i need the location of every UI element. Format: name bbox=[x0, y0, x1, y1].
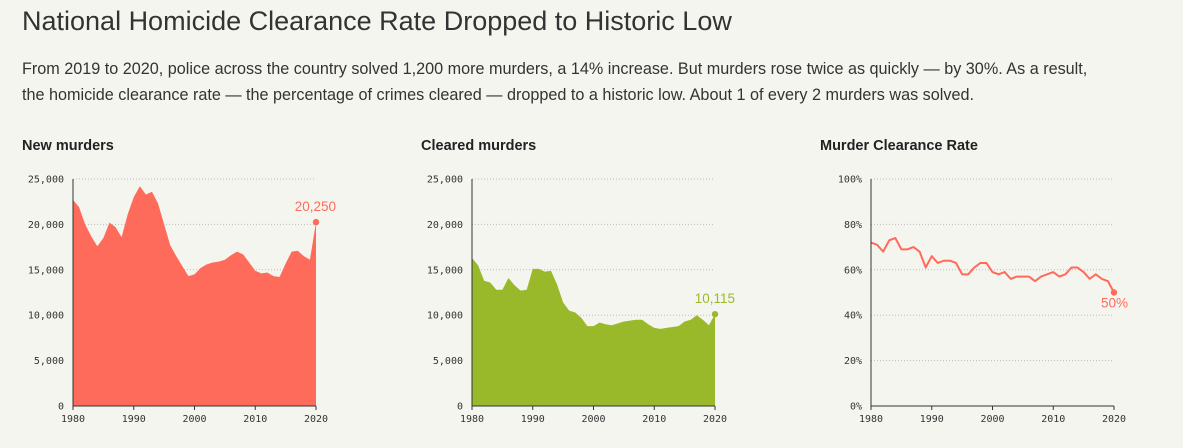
clearance-rate-x-tick-label: 2020 bbox=[1102, 414, 1126, 425]
clearance-rate-end-point bbox=[1110, 289, 1118, 296]
new-murders-y-tick-label: 20,000 bbox=[28, 220, 64, 231]
subtitle-line-2: the homicide clearance rate — the percen… bbox=[22, 86, 974, 104]
new-murders-y-tick-label: 15,000 bbox=[28, 265, 64, 276]
new-murders-x-tick-label: 1990 bbox=[122, 414, 146, 425]
new-murders-y-tick-label: 25,000 bbox=[28, 175, 64, 186]
cleared-murders-y-tick-label: 10,000 bbox=[427, 311, 463, 322]
cleared-murders-x-tick-label: 1980 bbox=[460, 414, 484, 425]
subtitle-line-1: From 2019 to 2020, police across the cou… bbox=[22, 60, 1088, 78]
cleared-murders-x-tick-label: 2020 bbox=[703, 414, 727, 425]
new-murders-area bbox=[73, 186, 316, 406]
cleared-murders-y-tick-label: 15,000 bbox=[427, 265, 463, 276]
clearance-rate-annotation: 50% bbox=[1101, 296, 1128, 311]
chart-title-new-murders: New murders bbox=[22, 138, 114, 154]
cleared-murders-area bbox=[472, 258, 715, 406]
cleared-murders-annotation: 10,115 bbox=[695, 291, 735, 306]
cleared-murders-y-tick-label: 5,000 bbox=[433, 356, 463, 367]
page-title: National Homicide Clearance Rate Dropped… bbox=[22, 6, 732, 36]
clearance-rate-y-tick-label: 20% bbox=[844, 356, 862, 367]
new-murders-x-tick-label: 1980 bbox=[61, 414, 85, 425]
page-subtitle: From 2019 to 2020, police across the cou… bbox=[22, 56, 1172, 108]
clearance-rate-x-tick-label: 1980 bbox=[859, 414, 883, 425]
clearance-rate-y-tick-label: 60% bbox=[844, 265, 862, 276]
new-murders-y-tick-label: 10,000 bbox=[28, 311, 64, 322]
clearance-rate-y-tick-label: 40% bbox=[844, 311, 862, 322]
cleared-murders-x-tick-label: 1990 bbox=[521, 414, 545, 425]
clearance-rate-x-tick-label: 2010 bbox=[1041, 414, 1065, 425]
chart-new-murders: 0 5,000 10,000 15,000 20,000 25,000 1980 1990 20… bbox=[28, 175, 336, 426]
clearance-rate-y-tick-label: 100% bbox=[838, 175, 862, 186]
new-murders-y-tick-label: 5,000 bbox=[34, 356, 64, 367]
cleared-murders-x-tick-label: 2000 bbox=[581, 414, 605, 425]
chart-clearance-rate: 0% 20% 40% 60% 80% 100% 1980 1990 2000 2010 2020 50… bbox=[838, 175, 1128, 426]
new-murders-y-tick-label: 0 bbox=[58, 402, 64, 413]
new-murders-x-tick-label: 2010 bbox=[243, 414, 267, 425]
cleared-murders-end-point bbox=[711, 310, 719, 318]
clearance-rate-x-tick-label: 2000 bbox=[980, 414, 1004, 425]
new-murders-x-tick-label: 2020 bbox=[304, 414, 328, 425]
cleared-murders-y-tick-label: 20,000 bbox=[427, 220, 463, 231]
new-murders-annotation: 20,250 bbox=[295, 199, 336, 214]
new-murders-x-tick-label: 2000 bbox=[182, 414, 206, 425]
new-murders-end-point bbox=[312, 218, 320, 226]
cleared-murders-y-tick-label: 0 bbox=[457, 402, 463, 413]
clearance-rate-y-tick-label: 0% bbox=[850, 402, 862, 413]
clearance-rate-y-tick-label: 80% bbox=[844, 220, 862, 231]
clearance-rate-line bbox=[870, 237, 1115, 293]
chart-title-cleared-murders: Cleared murders bbox=[421, 138, 537, 154]
cleared-murders-x-tick-label: 2010 bbox=[642, 414, 666, 425]
chart-cleared-murders: 0 5,000 10,000 15,000 20,000 25,000 1980 1990 20… bbox=[427, 175, 735, 426]
chart-title-clearance-rate: Murder Clearance Rate bbox=[820, 138, 978, 154]
cleared-murders-y-tick-label: 25,000 bbox=[427, 175, 463, 186]
clearance-rate-x-tick-label: 1990 bbox=[920, 414, 944, 425]
